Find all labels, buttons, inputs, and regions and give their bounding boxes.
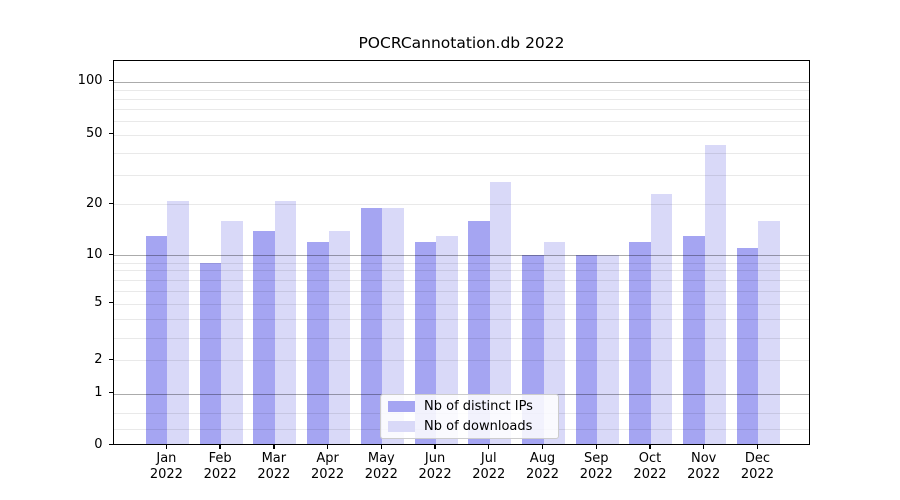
bar-nb-of-downloads-jun — [436, 236, 458, 445]
x-tick-label-sep: Sep 2022 — [579, 450, 613, 482]
bar-nb-of-downloads-nov — [704, 145, 727, 445]
y-tick-label-10: 10 — [85, 246, 103, 262]
y-tick-mark — [108, 202, 113, 205]
y-tick-label-20: 20 — [85, 195, 103, 211]
bars-layer — [114, 61, 809, 445]
plot-area — [113, 60, 810, 445]
y-tick-label-0: 0 — [94, 437, 103, 452]
x-tick-mark — [165, 444, 168, 449]
legend-label-downloads: Nb of downloads — [424, 419, 533, 434]
bar-nb-of-downloads-oct — [650, 194, 673, 445]
bar-nb-of-distinct-ips-apr — [307, 241, 329, 445]
y-tick-mark — [108, 443, 113, 446]
bar-nb-of-downloads-sep — [597, 255, 619, 445]
bar-nb-of-downloads-jul — [489, 182, 512, 445]
x-tick-label-nov: Nov 2022 — [687, 450, 721, 482]
bar-nb-of-distinct-ips-dec — [736, 248, 759, 445]
x-tick-mark — [219, 444, 221, 449]
legend-swatch-downloads-icon — [388, 421, 415, 432]
y-tick-label-50: 50 — [85, 126, 103, 141]
bar-nb-of-downloads-jan — [167, 200, 189, 445]
y-tick-label-100: 100 — [77, 73, 103, 88]
y-tick-mark — [108, 302, 113, 304]
chart-title: POCRCannotation.db 2022 — [358, 34, 565, 52]
x-tick-mark — [434, 444, 436, 449]
x-tick-mark — [380, 444, 382, 449]
x-tick-label-mar: Mar 2022 — [257, 450, 291, 482]
y-tick-mark — [108, 358, 113, 360]
bar-nb-of-distinct-ips-mar — [253, 230, 275, 445]
x-tick-mark — [273, 444, 275, 449]
bar-nb-of-distinct-ips-feb — [199, 262, 222, 445]
bar-nb-of-downloads-may — [382, 208, 404, 445]
bar-nb-of-distinct-ips-jun — [414, 241, 437, 445]
legend: Nb of distinct IPs Nb of downloads — [380, 394, 559, 439]
x-tick-label-aug: Aug 2022 — [525, 450, 560, 482]
x-tick-mark — [488, 444, 490, 449]
bar-nb-of-distinct-ips-may — [360, 208, 383, 445]
x-tick-label-apr: Apr 2022 — [311, 450, 345, 482]
bar-nb-of-downloads-aug — [543, 241, 565, 445]
x-tick-label-feb: Feb 2022 — [203, 450, 237, 482]
y-tick-mark — [108, 132, 113, 135]
x-tick-label-may: May 2022 — [364, 450, 398, 482]
bar-nb-of-downloads-feb — [221, 220, 243, 445]
x-tick-mark — [756, 444, 759, 449]
bar-nb-of-distinct-ips-oct — [629, 241, 651, 445]
x-tick-mark — [703, 444, 705, 449]
bar-nb-of-downloads-mar — [274, 200, 297, 445]
y-tick-mark — [108, 253, 113, 255]
y-tick-label-2: 2 — [94, 351, 103, 367]
x-tick-mark — [326, 444, 329, 449]
bar-nb-of-distinct-ips-jan — [145, 236, 168, 445]
x-tick-mark — [649, 444, 651, 449]
x-tick-label-jan: Jan 2022 — [149, 450, 183, 482]
y-tick-label-1: 1 — [94, 385, 103, 400]
x-tick-label-jul: Jul 2022 — [472, 450, 506, 482]
y-tick-label-5: 5 — [94, 295, 103, 311]
legend-label-distinct-ips: Nb of distinct IPs — [424, 399, 533, 414]
legend-item-distinct-ips: Nb of distinct IPs — [388, 399, 550, 414]
x-tick-label-oct: Oct 2022 — [633, 450, 667, 482]
legend-item-downloads: Nb of downloads — [388, 419, 550, 434]
legend-swatch-distinct-ips-icon — [388, 401, 415, 412]
bar-nb-of-distinct-ips-sep — [575, 255, 598, 445]
x-tick-mark — [595, 444, 597, 449]
bar-nb-of-downloads-apr — [328, 230, 351, 445]
bar-nb-of-distinct-ips-jul — [468, 220, 490, 445]
y-tick-mark — [108, 391, 113, 394]
x-tick-label-jun: Jun 2022 — [418, 450, 452, 482]
x-tick-mark — [541, 444, 544, 449]
bar-nb-of-downloads-dec — [758, 220, 780, 445]
bar-nb-of-distinct-ips-nov — [683, 236, 705, 445]
y-tick-mark — [108, 79, 113, 82]
x-tick-label-dec: Dec 2022 — [740, 450, 774, 482]
